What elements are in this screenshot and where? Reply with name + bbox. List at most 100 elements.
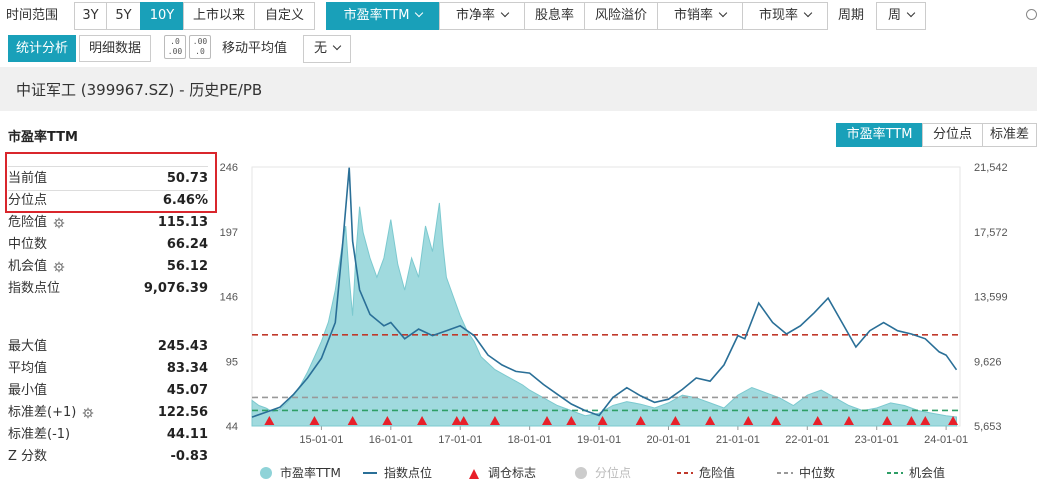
decrease-decimal-icon[interactable]: .0 .00	[164, 35, 186, 59]
rebalance-marker	[906, 416, 917, 425]
highlight-box	[5, 152, 217, 213]
stat-row: 机会值 56.12	[8, 256, 208, 278]
chart-tab-stddev[interactable]: 标准差	[982, 123, 1037, 147]
legend-marker	[575, 467, 587, 479]
rebalance-marker	[264, 416, 275, 425]
y-left-tick-label: 44	[226, 421, 238, 433]
increase-decimal-icon[interactable]: .00 .0	[189, 35, 211, 59]
stat-value: -0.83	[170, 449, 208, 464]
rebalance-marker	[882, 416, 893, 425]
gear-icon[interactable]	[53, 217, 65, 229]
y-right-tick-label: 21,542	[974, 162, 1008, 174]
x-tick-label: 24-01-01	[924, 434, 968, 446]
stat-label: 最小值	[8, 383, 48, 398]
gear-icon[interactable]	[53, 261, 65, 273]
moving-average-select[interactable]: 无	[303, 35, 351, 63]
stat-label: 平均值	[8, 361, 48, 376]
rebalance-marker	[771, 416, 782, 425]
legend-label: 分位点	[595, 466, 632, 480]
stat-row: 标准差(-1) 44.11	[8, 424, 208, 446]
moving-average-value: 无	[313, 41, 327, 56]
rebalance-marker	[705, 416, 716, 425]
stat-value: 44.11	[166, 427, 208, 442]
legend-label: 调仓标志	[488, 466, 537, 480]
index-level-line	[251, 167, 958, 418]
range-custom-button[interactable]: 自定义	[254, 2, 315, 30]
stat-label: 当前值	[8, 171, 48, 186]
range-since-listing-button[interactable]: 上市以来	[183, 2, 255, 30]
metric-ps-label: 市销率	[673, 8, 713, 23]
metric-pb-dropdown[interactable]: 市净率	[439, 2, 525, 30]
stat-value: 6.46%	[162, 193, 208, 208]
legend-marker	[363, 472, 377, 474]
range-10y-button[interactable]: 10Y	[140, 2, 184, 30]
divider	[8, 190, 208, 191]
title-banner: 中证军工 (399967.SZ) - 历史PE/PB	[0, 67, 1037, 111]
rebalance-marker	[597, 416, 608, 425]
rebalance-marker	[812, 416, 823, 425]
chart-tab-pe[interactable]: 市盈率TTM	[836, 123, 923, 147]
stat-value: 66.24	[166, 237, 208, 252]
rebalance-marker	[458, 416, 469, 425]
stat-row: 平均值 83.34	[8, 358, 208, 380]
legend-marker	[677, 472, 693, 474]
stats-title: 市盈率TTM	[8, 130, 78, 145]
stat-label: 标准差(-1)	[8, 427, 71, 442]
stat-label: 中位数	[8, 237, 48, 252]
tab-detail-data[interactable]: 明细数据	[79, 35, 151, 62]
metric-ps-dropdown[interactable]: 市销率	[657, 2, 743, 30]
rebalance-marker	[542, 416, 552, 425]
y-left-tick-label: 146	[220, 292, 238, 304]
stat-row: 当前值 50.73	[8, 168, 208, 190]
legend-label: 危险值	[699, 466, 736, 480]
stat-row: 危险值 115.13	[8, 212, 208, 234]
stat-value: 122.56	[157, 405, 208, 420]
metric-pe-ttm-label: 市盈率TTM	[343, 8, 410, 23]
metric-pcf-dropdown[interactable]: 市现率	[742, 2, 828, 30]
gear-icon[interactable]	[82, 407, 94, 419]
x-tick-label: 21-01-01	[716, 434, 760, 446]
x-tick-label: 19-01-01	[577, 434, 621, 446]
y-left-tick-label: 246	[220, 162, 238, 174]
chart-tab-percentile[interactable]: 分位点	[922, 123, 983, 147]
metric-dividend-button[interactable]: 股息率	[524, 2, 585, 30]
metric-risk-premium-button[interactable]: 风险溢价	[584, 2, 658, 30]
stat-row: 中位数 66.24	[8, 234, 208, 256]
legend-marker	[469, 469, 479, 479]
period-label: 周期	[838, 8, 865, 23]
legend-label: 市盈率TTM	[280, 466, 341, 480]
x-tick-label: 23-01-01	[855, 434, 899, 446]
legend-marker	[260, 467, 272, 479]
y-right-tick-label: 13,599	[974, 292, 1008, 304]
stat-row: Z 分数 -0.83	[8, 446, 208, 468]
stat-row: 分位点 6.46%	[8, 190, 208, 212]
tab-statistics[interactable]: 统计分析	[8, 35, 76, 62]
toolbar-row-1: 时间范围 3Y 5Y 10Y 上市以来 自定义 市盈率TTM 市净率 股息率 风…	[0, 2, 1037, 32]
stat-value: 45.07	[166, 383, 208, 398]
pe-ttm-area	[251, 202, 958, 427]
rebalance-marker	[382, 416, 393, 425]
x-tick-label: 15-01-01	[299, 434, 343, 446]
stat-value: 56.12	[166, 259, 208, 274]
legend-label: 中位数	[799, 466, 836, 480]
stat-row: 最小值 45.07	[8, 380, 208, 402]
rebalance-marker	[920, 416, 931, 425]
metric-pb-label: 市净率	[455, 8, 495, 23]
stat-value: 115.13	[157, 215, 208, 230]
stat-label: 标准差(+1)	[8, 405, 77, 420]
period-select[interactable]: 周	[876, 2, 926, 30]
rebalance-marker	[635, 416, 646, 425]
rebalance-marker	[347, 416, 358, 425]
x-tick-label: 17-01-01	[438, 434, 482, 446]
rebalance-marker	[417, 416, 428, 425]
toolbar-row-2: 统计分析 明细数据 .0 .00 .00 .0 移动平均值 无	[0, 35, 1037, 63]
metric-pe-ttm-dropdown[interactable]: 市盈率TTM	[326, 2, 440, 30]
y-right-tick-label: 5,653	[974, 421, 1002, 433]
stat-value: 83.34	[166, 361, 208, 376]
range-label: 时间范围	[6, 8, 59, 23]
stat-label: 最大值	[8, 339, 48, 354]
divider	[8, 166, 208, 167]
rebalance-marker	[566, 416, 577, 425]
x-tick-label: 22-01-01	[785, 434, 829, 446]
